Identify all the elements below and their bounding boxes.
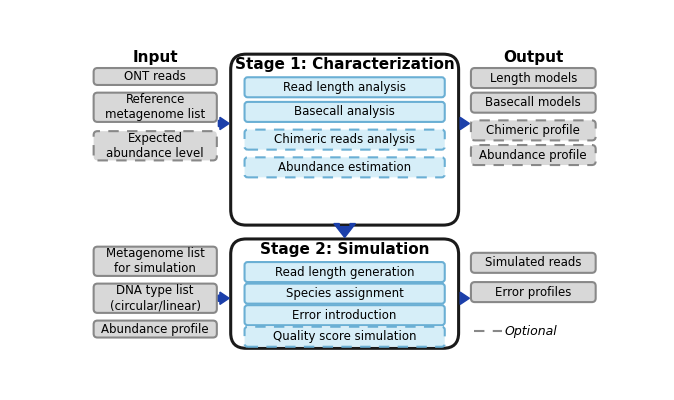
Text: Abundance estimation: Abundance estimation <box>278 161 411 174</box>
FancyBboxPatch shape <box>245 77 445 97</box>
Text: Length models: Length models <box>489 72 577 84</box>
Text: Reference
metagenome list: Reference metagenome list <box>105 93 206 121</box>
FancyBboxPatch shape <box>94 131 217 160</box>
FancyBboxPatch shape <box>245 102 445 122</box>
Text: Error introduction: Error introduction <box>293 309 397 322</box>
Text: Input: Input <box>132 50 178 65</box>
Text: Stage 1: Characterization: Stage 1: Characterization <box>235 58 454 72</box>
FancyBboxPatch shape <box>94 93 217 122</box>
Polygon shape <box>218 117 229 130</box>
Text: Chimeric profile: Chimeric profile <box>487 124 580 137</box>
Text: Simulated reads: Simulated reads <box>485 256 582 269</box>
Text: Species assignment: Species assignment <box>286 287 404 300</box>
FancyBboxPatch shape <box>471 93 596 113</box>
Text: Expected
abundance level: Expected abundance level <box>106 132 204 160</box>
FancyBboxPatch shape <box>231 239 458 348</box>
FancyBboxPatch shape <box>245 130 445 150</box>
FancyBboxPatch shape <box>94 320 217 338</box>
FancyBboxPatch shape <box>245 157 445 177</box>
Text: Read length analysis: Read length analysis <box>283 81 406 94</box>
Text: Stage 2: Simulation: Stage 2: Simulation <box>260 242 429 257</box>
Text: Read length generation: Read length generation <box>275 266 415 278</box>
Polygon shape <box>460 117 469 130</box>
Text: Chimeric reads analysis: Chimeric reads analysis <box>274 133 415 146</box>
FancyBboxPatch shape <box>245 305 445 325</box>
FancyBboxPatch shape <box>471 145 596 165</box>
FancyBboxPatch shape <box>231 54 458 225</box>
FancyBboxPatch shape <box>245 262 445 282</box>
Text: Abundance profile: Abundance profile <box>101 322 209 336</box>
Text: Optional: Optional <box>505 325 557 338</box>
FancyBboxPatch shape <box>471 253 596 273</box>
FancyBboxPatch shape <box>471 68 596 88</box>
Text: Error profiles: Error profiles <box>495 286 572 298</box>
FancyBboxPatch shape <box>471 282 596 302</box>
Text: Quality score simulation: Quality score simulation <box>273 330 417 343</box>
Text: Basecall analysis: Basecall analysis <box>295 106 395 118</box>
Polygon shape <box>334 224 355 238</box>
Text: ONT reads: ONT reads <box>124 70 186 83</box>
Text: Abundance profile: Abundance profile <box>479 148 587 162</box>
FancyBboxPatch shape <box>245 327 445 347</box>
Text: Metagenome list
for simulation: Metagenome list for simulation <box>106 247 205 275</box>
FancyBboxPatch shape <box>245 284 445 304</box>
Polygon shape <box>218 292 229 304</box>
Text: Output: Output <box>503 50 563 65</box>
Text: Basecall models: Basecall models <box>485 96 581 109</box>
FancyBboxPatch shape <box>94 247 217 276</box>
FancyBboxPatch shape <box>471 120 596 140</box>
FancyBboxPatch shape <box>94 284 217 313</box>
Polygon shape <box>460 292 469 304</box>
Text: DNA type list
(circular/linear): DNA type list (circular/linear) <box>110 284 201 312</box>
FancyBboxPatch shape <box>94 68 217 85</box>
